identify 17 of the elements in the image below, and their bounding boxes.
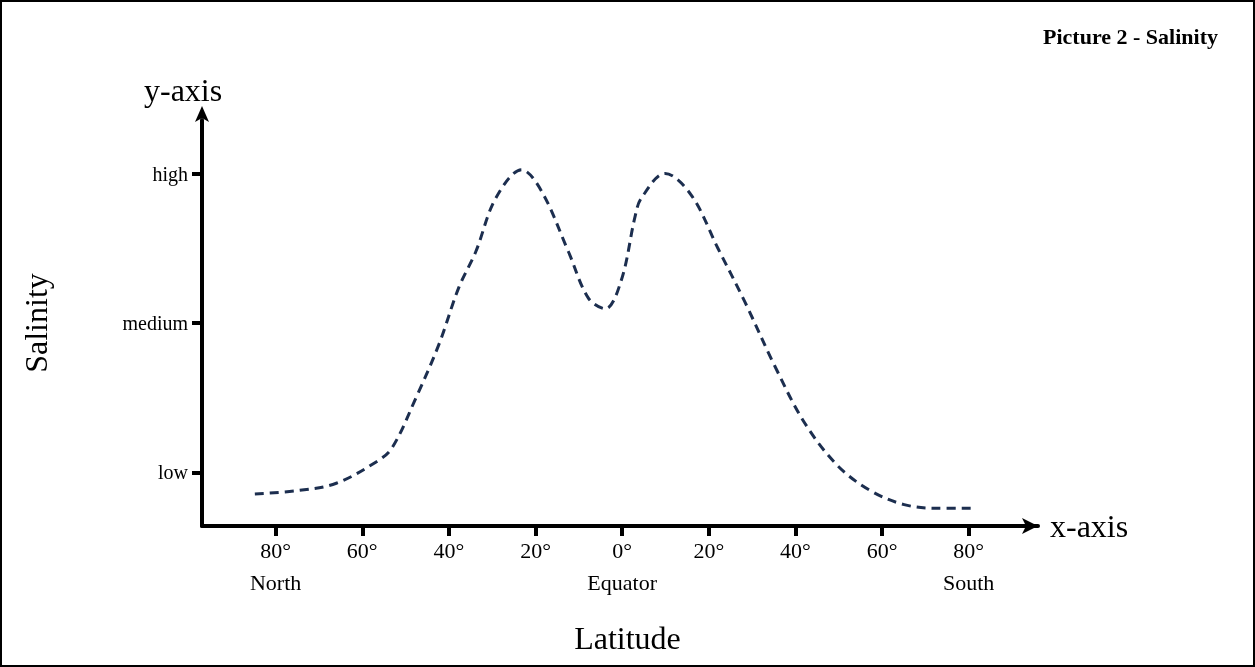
x-tick-label: 20° xyxy=(693,537,725,563)
x-tick-label: 40° xyxy=(433,537,465,563)
x-tick-label: 60° xyxy=(866,537,898,563)
y-axis-title: Salinity xyxy=(18,273,54,373)
x-tick-label: 80° South xyxy=(943,537,995,595)
x-tick-label: 20° xyxy=(520,537,551,563)
text: medium xyxy=(122,312,189,334)
text: high xyxy=(152,162,188,186)
text: y-axis xyxy=(144,72,223,108)
x-tick-label: 80° North xyxy=(249,537,302,595)
text: Picture 2 - Salinity xyxy=(1043,23,1218,49)
text: x-axis xyxy=(1050,508,1129,544)
x-tick-label: 40° xyxy=(780,537,811,563)
x-axis-title: Latitude xyxy=(574,620,681,656)
x-tick-label: 60° xyxy=(346,537,378,563)
text: low xyxy=(158,461,189,484)
x-tick-label: 0° Equator xyxy=(587,537,658,595)
